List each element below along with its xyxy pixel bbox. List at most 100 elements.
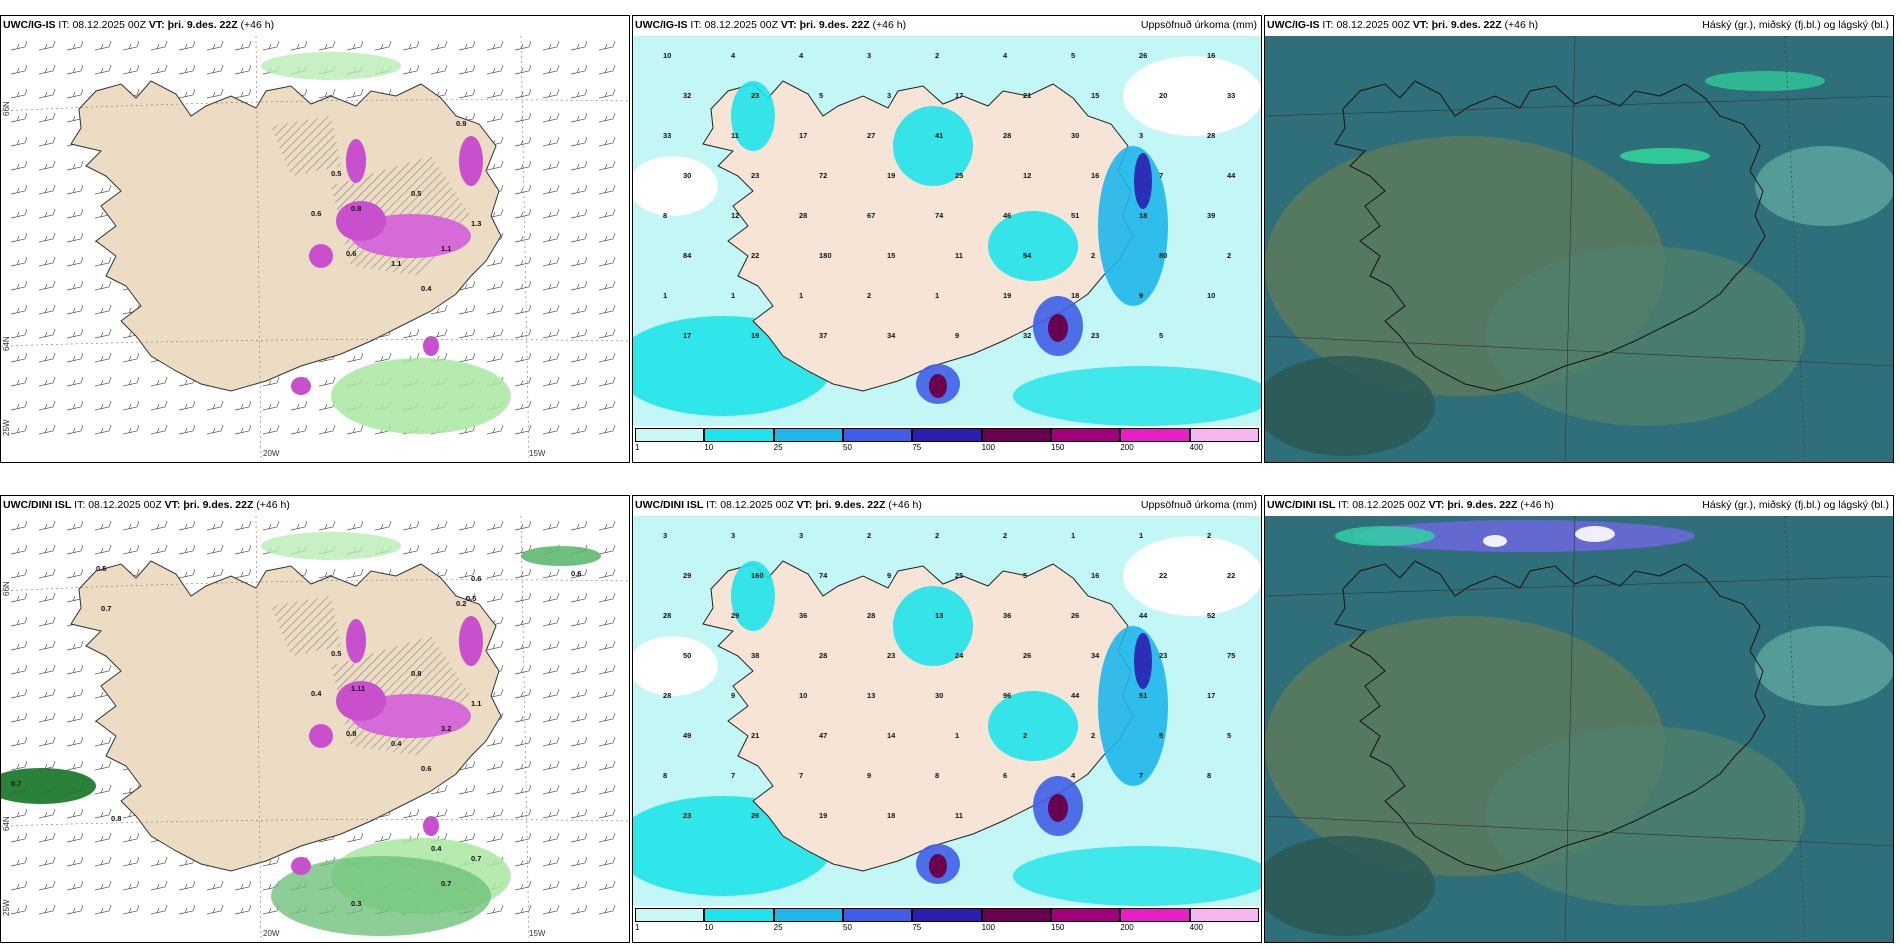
contour-value-label: 1.1 bbox=[441, 244, 451, 253]
precip-value-label: 5 bbox=[1159, 731, 1163, 740]
precip-area-magenta bbox=[309, 724, 333, 748]
lead-time: (+46 h) bbox=[1520, 499, 1554, 511]
precip-value-label: 7 bbox=[1159, 171, 1163, 180]
colorbar-tick-label: 150 bbox=[1051, 923, 1065, 932]
precip-value-label: 4 bbox=[731, 51, 736, 60]
precip-value-label: 2 bbox=[1227, 251, 1231, 260]
lead-time: (+46 h) bbox=[256, 499, 290, 511]
lead-time: (+46 h) bbox=[872, 19, 907, 31]
colorbar-tick-label: 10 bbox=[704, 923, 714, 932]
precip-value-label: 28 bbox=[867, 611, 875, 620]
precip-value-label: 8 bbox=[935, 771, 939, 780]
panel-title: Uppsöfnuð úrkoma (mm) bbox=[1140, 19, 1257, 31]
precip-value-label: 46 bbox=[1003, 211, 1011, 220]
panel-precip-igis: UWC/IG-IS IT: 08.12.2025 00Z VT: þri. 9.… bbox=[632, 15, 1262, 463]
colorbar-cell bbox=[1120, 908, 1190, 922]
precip-area bbox=[1134, 153, 1152, 209]
precip-value-label: 25 bbox=[955, 571, 963, 580]
colorbar-cell bbox=[843, 428, 913, 442]
precip-value-label: 5 bbox=[1023, 571, 1027, 580]
lat-label: 66N bbox=[2, 101, 11, 116]
colorbar-tick-label: 100 bbox=[981, 443, 996, 452]
sea-precip-area bbox=[521, 546, 601, 566]
precip-area bbox=[731, 561, 775, 631]
precip-value-label: 28 bbox=[1207, 131, 1215, 140]
precip-value-label: 1 bbox=[955, 731, 959, 740]
cloud-field-mid bbox=[1755, 146, 1893, 226]
precip-value-label: 25 bbox=[955, 171, 963, 180]
contour-value-label: 0.6 bbox=[571, 569, 581, 578]
colorbar-cell bbox=[843, 908, 913, 922]
colorbar-cell bbox=[635, 908, 705, 922]
precip-value-label: 28 bbox=[799, 211, 807, 220]
precip-value-label: 15 bbox=[887, 251, 895, 260]
precip-value-label: 19 bbox=[751, 331, 759, 340]
precip-value-label: 7 bbox=[799, 771, 803, 780]
precip-value-label: 15 bbox=[1091, 91, 1099, 100]
precip-value-label: 17 bbox=[1207, 691, 1215, 700]
panel-cloud-igis: UWC/IG-IS IT: 08.12.2025 00Z VT: þri. 9.… bbox=[1264, 15, 1894, 463]
precip-value-label: 5 bbox=[1159, 331, 1163, 340]
panel-header: UWC/DINI ISL IT: 08.12.2025 00Z VT: þri.… bbox=[635, 499, 1257, 511]
precip-area bbox=[893, 106, 973, 186]
precip-value-label: 22 bbox=[751, 251, 759, 260]
precip-value-label: 32 bbox=[683, 91, 691, 100]
precip-value-label: 17 bbox=[799, 131, 807, 140]
precip-value-label: 17 bbox=[955, 91, 963, 100]
colorbar-cell bbox=[635, 428, 705, 442]
colorbar-tick-label: 200 bbox=[1120, 923, 1134, 932]
precip-value-label: 19 bbox=[819, 811, 827, 820]
colorbar-cell bbox=[981, 428, 1051, 442]
panel-cloud-dini: UWC/DINI ISL IT: 08.12.2025 00Z VT: þri.… bbox=[1264, 495, 1894, 943]
precip-area-magenta bbox=[459, 136, 483, 186]
panel-header: UWC/IG-IS IT: 08.12.2025 00Z VT: þri. 9.… bbox=[3, 19, 275, 31]
colorbar-cell bbox=[704, 908, 774, 922]
precip-value-label: 54 bbox=[1023, 251, 1032, 260]
precip-value-label: 26 bbox=[1071, 611, 1079, 620]
precip-value-label: 7 bbox=[731, 771, 735, 780]
precip-value-label: 18 bbox=[1071, 291, 1079, 300]
lat-label: 64N bbox=[2, 336, 11, 351]
valid-time: þri. 9.des. 22Z bbox=[799, 19, 870, 31]
precip-value-label: 28 bbox=[1003, 131, 1011, 140]
graticule bbox=[1265, 36, 1893, 462]
colorbar: 1 10 25 50 75 100 150 200 400 bbox=[635, 908, 1259, 932]
colorbar-cell bbox=[981, 908, 1051, 922]
cloud-field-high bbox=[1575, 526, 1615, 542]
precip-value-label: 4 bbox=[1003, 51, 1008, 60]
precip-value-label: 12 bbox=[1023, 171, 1031, 180]
precip-value-label: 21 bbox=[751, 731, 759, 740]
dry-area bbox=[633, 636, 718, 696]
colorbar-tick-label: 400 bbox=[1189, 443, 1204, 452]
precip-value-label: 24 bbox=[955, 651, 964, 660]
precip-value-label: 16 bbox=[1091, 171, 1099, 180]
valid-time: þri. 9.des. 22Z bbox=[167, 19, 238, 31]
precip-area-magenta bbox=[309, 244, 333, 268]
precip-value-label: 44 bbox=[1227, 171, 1236, 180]
panel-precip-dini: UWC/DINI ISL IT: 08.12.2025 00Z VT: þri.… bbox=[632, 495, 1262, 943]
contour-value-label: 1.11 bbox=[351, 684, 365, 693]
dry-area bbox=[633, 156, 718, 216]
panel-header: UWC/IG-IS IT: 08.12.2025 00Z VT: þri. 9.… bbox=[635, 19, 1257, 31]
precip-value-label: 20 bbox=[1159, 91, 1167, 100]
contour-value-label: 0.7 bbox=[11, 779, 21, 788]
valid-time: þri. 9.des. 22Z bbox=[183, 499, 254, 511]
panel-weather-dini: UWC/DINI ISL IT: 08.12.2025 00Z VT: þri.… bbox=[0, 495, 630, 943]
precip-area-magenta bbox=[346, 619, 366, 663]
contour-value-label: 0.5 bbox=[331, 169, 341, 178]
precip-value-label: 5 bbox=[1227, 731, 1231, 740]
init-time: 08.12.2025 00Z bbox=[88, 499, 162, 511]
precip-value-label: 26 bbox=[1023, 651, 1031, 660]
map-precip: 3 3 3 2 2 2 1 1 2 29 160 74 9 25 5 16 22 22 28 29 36 28 13 36 26… bbox=[633, 516, 1261, 906]
precip-value-label: 9 bbox=[867, 771, 871, 780]
precip-area bbox=[1098, 146, 1168, 306]
dry-area bbox=[1123, 536, 1261, 616]
precip-value-label: 75 bbox=[1227, 651, 1235, 660]
precip-value-label: 2 bbox=[1003, 531, 1007, 540]
precip-value-label: 3 bbox=[731, 531, 735, 540]
precip-core bbox=[929, 854, 947, 878]
precip-core bbox=[1048, 314, 1068, 342]
contour-value-label: 0.3 bbox=[351, 899, 361, 908]
contour-value-label: 0.4 bbox=[421, 284, 432, 293]
precip-value-label: 2 bbox=[1091, 731, 1095, 740]
